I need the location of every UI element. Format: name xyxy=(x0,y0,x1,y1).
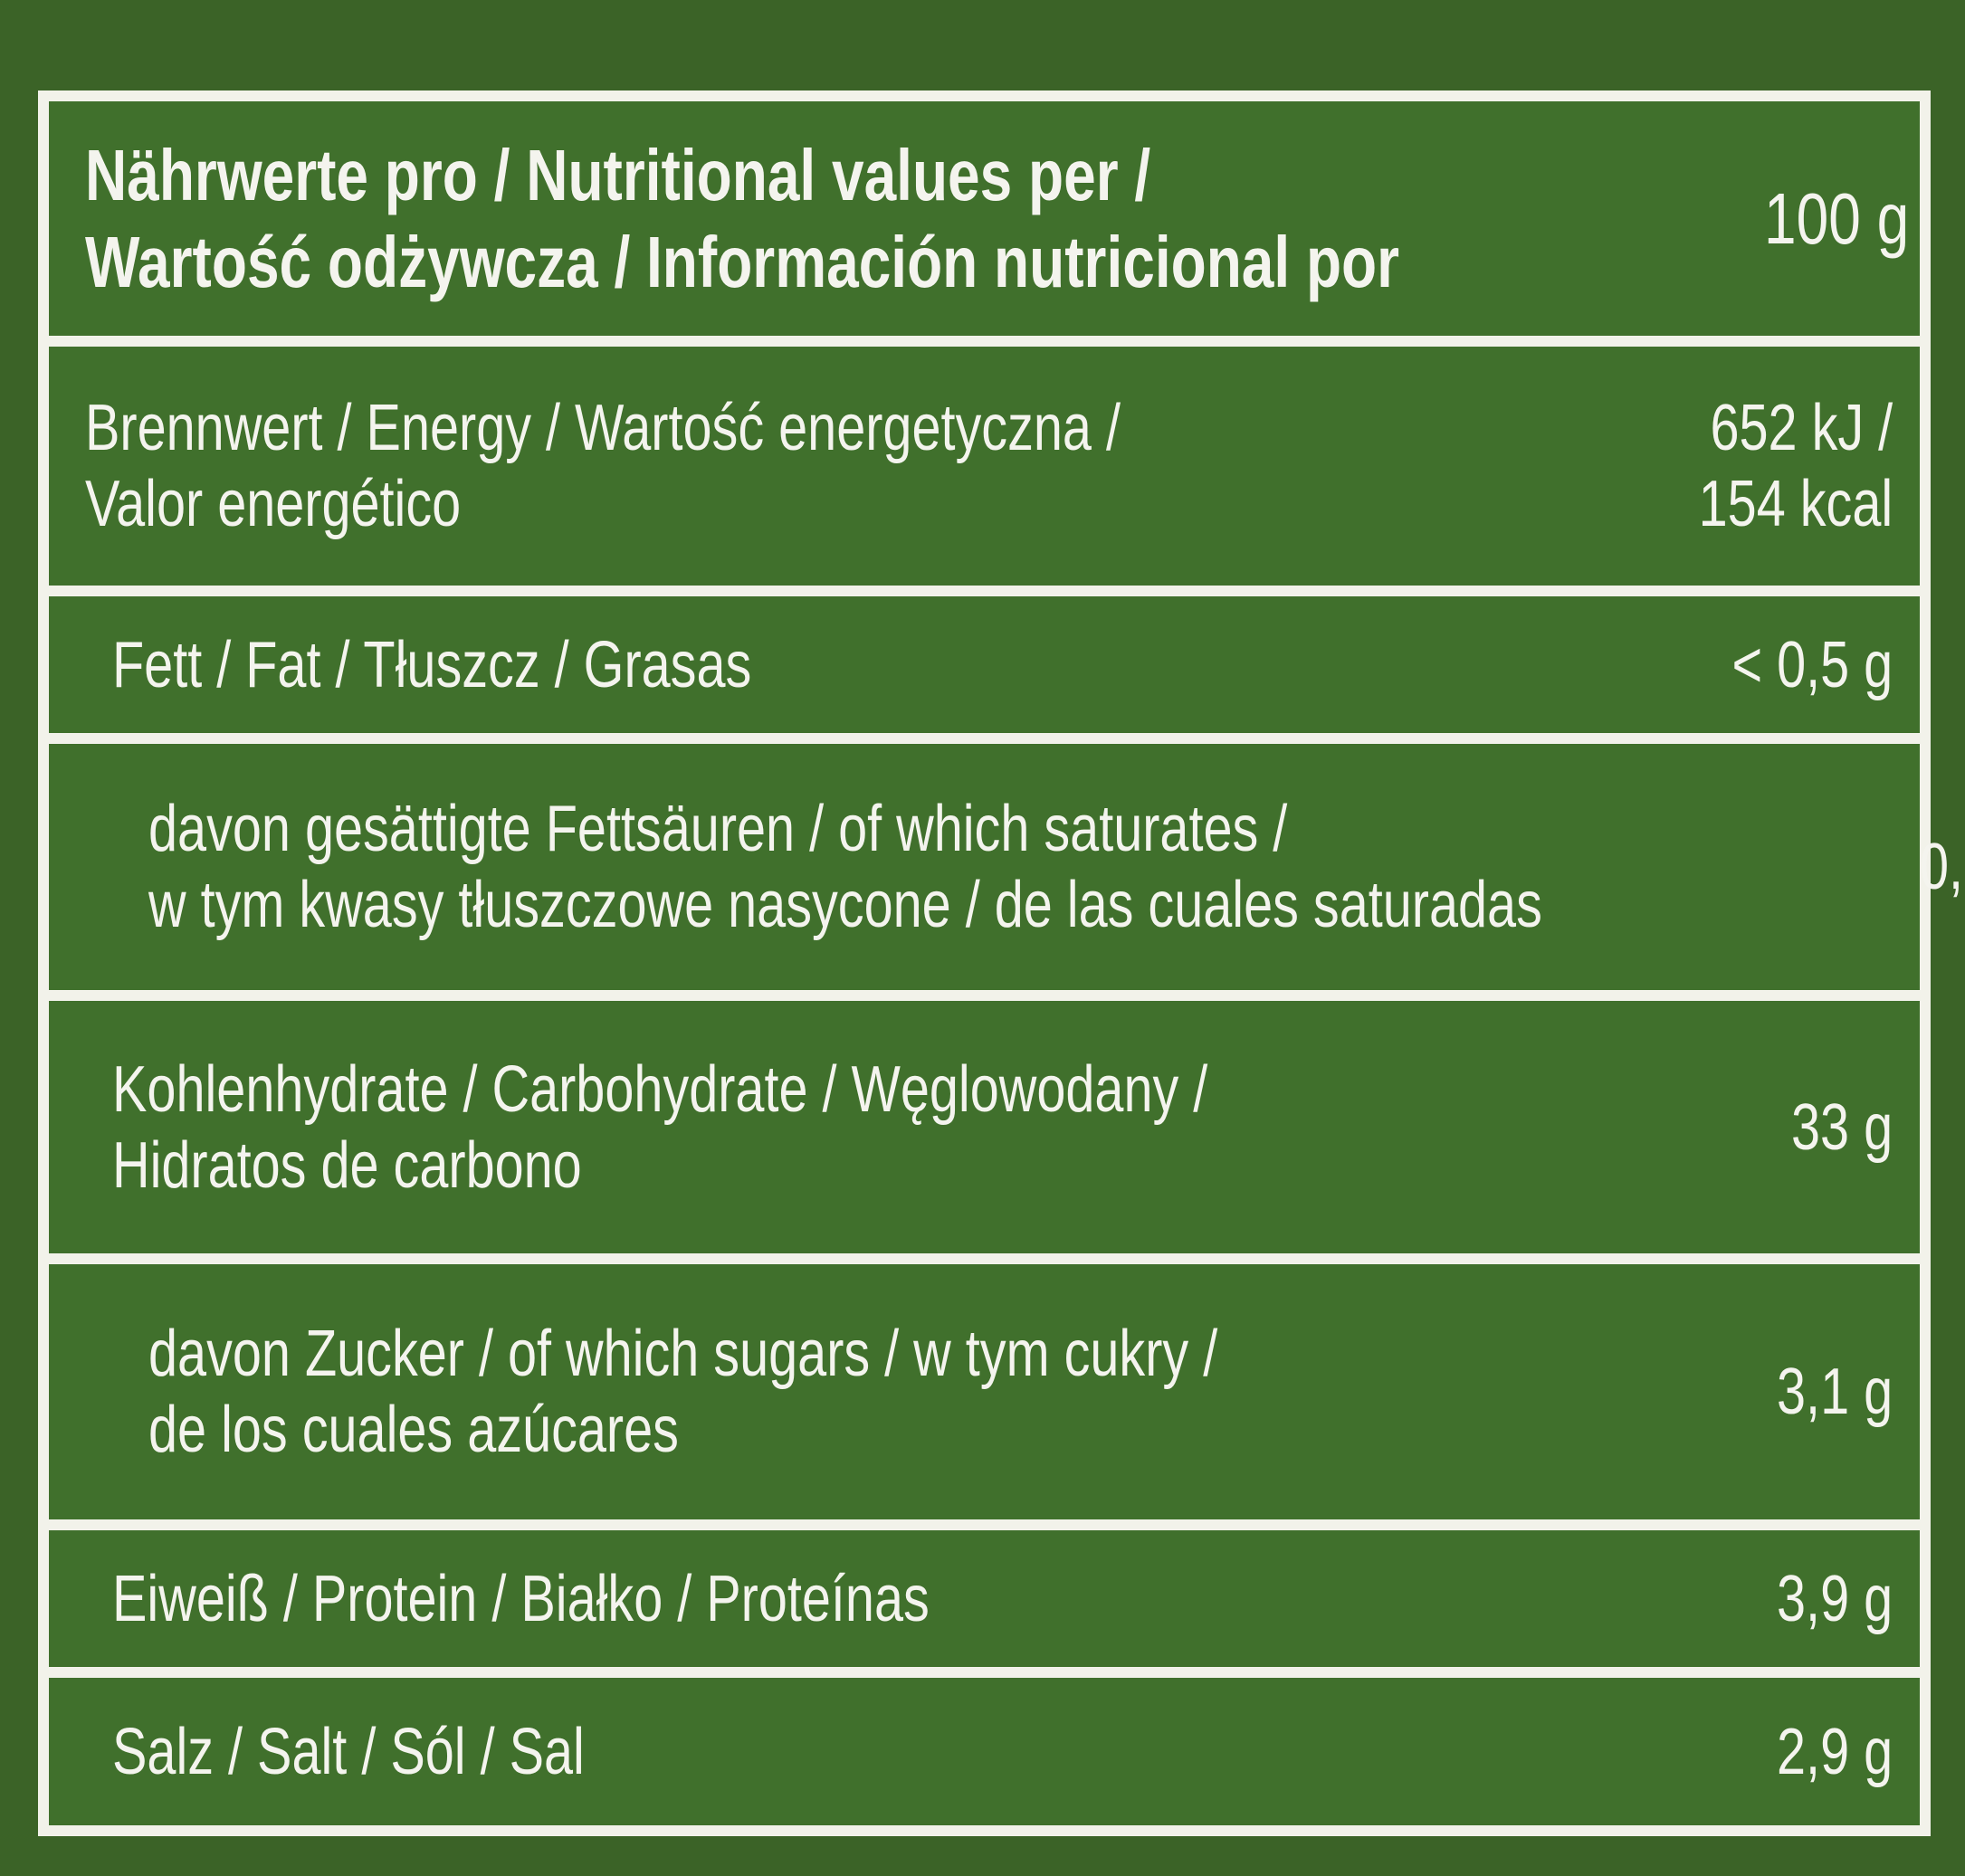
row-value: 3,9 g xyxy=(1776,1562,1893,1635)
header-line: Wartość odżywcza / Información nutricion… xyxy=(85,221,1400,302)
row-label: Kohlenhydrate / Carbohydrate / Węglowoda… xyxy=(112,1052,1207,1204)
row-value: 2,9 g xyxy=(1776,1715,1893,1788)
label-line: w tym kwasy tłuszczowe nasycone / de las… xyxy=(148,869,1542,941)
label-line: Valor energético xyxy=(85,468,462,540)
row-value: 3,1 g xyxy=(1776,1356,1893,1428)
row: Salz / Salt / Sól / Sal 2,9 g xyxy=(49,1678,1920,1825)
row-label: Salz / Salt / Sól / Sal xyxy=(112,1714,585,1790)
row-label: davon Zucker / of which sugars / w tym c… xyxy=(148,1316,1217,1468)
row: Eiweiß / Protein / Białko / Proteínas 3,… xyxy=(49,1530,1920,1678)
label-line: Hidratos de carbono xyxy=(112,1128,582,1202)
row-value: < 0,5 g xyxy=(1731,628,1893,701)
label-line: Salz / Salt / Sól / Sal xyxy=(112,1715,585,1788)
row: davon gesättigte Fettsäuren / of which s… xyxy=(49,744,1965,1001)
header-label: Nährwerte pro / Nutritional values per /… xyxy=(85,132,1399,306)
row-label: Brennwert / Energy / Wartość energetyczn… xyxy=(85,390,1121,542)
label-line: Brennwert / Energy / Wartość energetyczn… xyxy=(85,392,1121,464)
row-label: Eiweiß / Protein / Białko / Proteínas xyxy=(112,1561,930,1637)
label-line: Eiweiß / Protein / Białko / Proteínas xyxy=(112,1562,930,1635)
value-line: 652 kJ / xyxy=(1710,392,1893,464)
row-value: 652 kJ / 154 kcal xyxy=(1698,390,1893,542)
label-line: davon gesättigte Fettsäuren / of which s… xyxy=(148,793,1288,865)
row-label: davon gesättigte Fettsäuren / of which s… xyxy=(148,791,1542,943)
nutrition-table: Nährwerte pro / Nutritional values per /… xyxy=(38,90,1965,1836)
row: Brennwert / Energy / Wartość energetyczn… xyxy=(49,347,1920,596)
value-line: 154 kcal xyxy=(1698,468,1893,540)
header-row: Nährwerte pro / Nutritional values per /… xyxy=(49,101,1920,347)
row-value: 33 g xyxy=(1790,1090,1893,1164)
row: davon Zucker / of which sugars / w tym c… xyxy=(49,1264,1920,1530)
label-line: Fett / Fat / Tłuszcz / Grasas xyxy=(112,628,752,701)
label-line: de los cuales azúcares xyxy=(148,1394,679,1466)
header-value: 100 g xyxy=(1764,177,1910,259)
row-label: Fett / Fat / Tłuszcz / Grasas xyxy=(112,627,751,703)
label-line: Kohlenhydrate / Carbohydrate / Węglowoda… xyxy=(112,1052,1208,1126)
row: Fett / Fat / Tłuszcz / Grasas < 0,5 g xyxy=(49,596,1920,744)
header-line: Nährwerte pro / Nutritional values per / xyxy=(85,134,1151,215)
row: Kohlenhydrate / Carbohydrate / Węglowoda… xyxy=(49,1001,1920,1264)
label-line: davon Zucker / of which sugars / w tym c… xyxy=(148,1318,1218,1390)
row-value: 0,1 g xyxy=(1919,831,1965,903)
